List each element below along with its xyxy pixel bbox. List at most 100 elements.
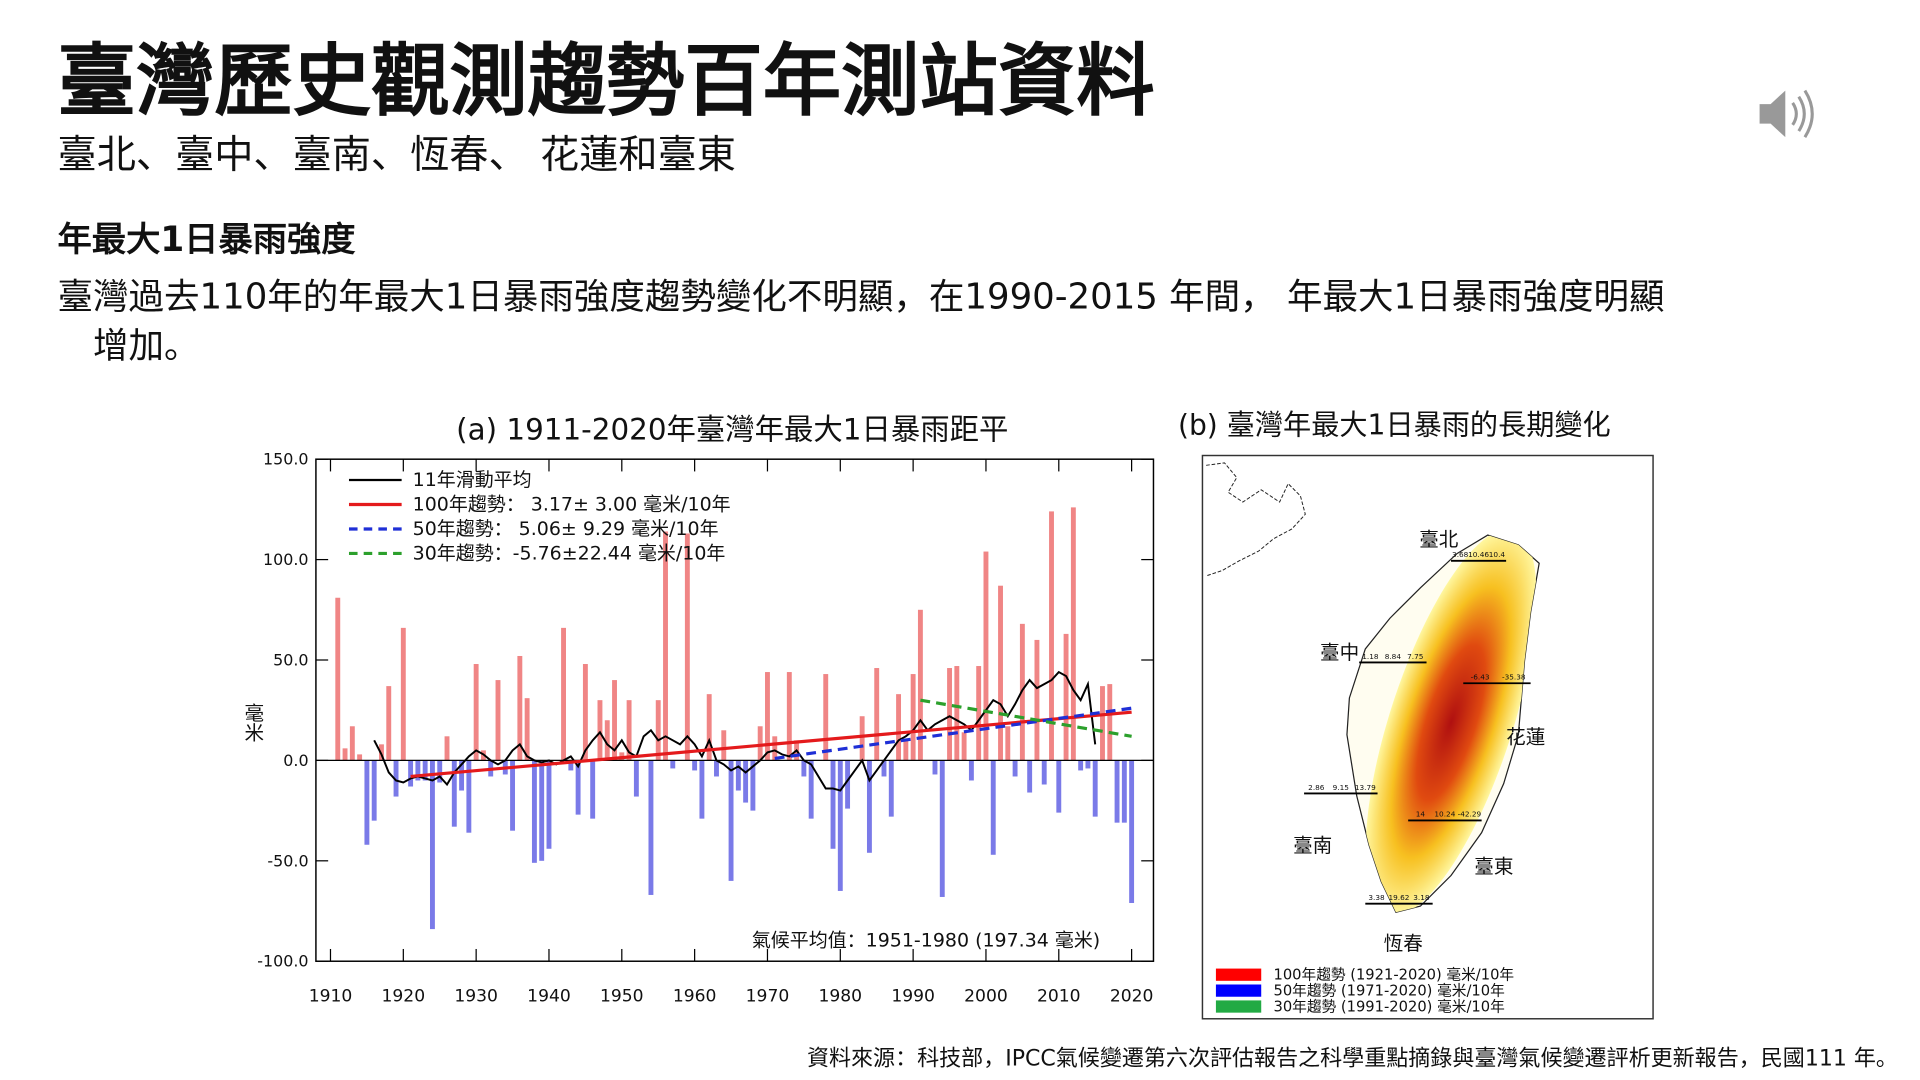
bar — [451, 760, 457, 827]
bar — [633, 760, 639, 797]
bar — [1063, 633, 1069, 761]
bar — [349, 726, 355, 761]
bar — [896, 694, 902, 761]
y-tick-label: -100.0 — [257, 952, 308, 971]
bar — [976, 666, 982, 761]
station-value: 10.4 — [1489, 550, 1506, 559]
legend-label: 30年趨勢 (1991-2020) 毫米/10年 — [1273, 997, 1505, 1015]
y-tick-label: 50.0 — [273, 651, 308, 670]
bar — [1005, 726, 1011, 761]
bar — [1107, 684, 1113, 761]
bar — [546, 760, 552, 849]
speaker-icon[interactable] — [1759, 89, 1814, 138]
map-title: (b) 臺灣年最大1日暴雨的長期變化 — [1178, 409, 1611, 442]
bar — [568, 760, 574, 771]
bar — [1056, 760, 1062, 813]
bar — [728, 760, 734, 881]
bar — [393, 760, 399, 797]
bar — [801, 760, 807, 777]
station-value: 2.86 — [1308, 783, 1325, 792]
bar — [561, 627, 566, 761]
bar — [961, 732, 967, 761]
x-tick-label: 2010 — [1037, 987, 1081, 1007]
y-tick-label: 150.0 — [263, 450, 309, 469]
bar — [1129, 760, 1135, 903]
station-label: 花蓮 — [1506, 725, 1545, 748]
bar — [539, 760, 545, 861]
y-tick-label: -50.0 — [267, 851, 308, 870]
bar — [386, 686, 392, 761]
bar — [444, 736, 450, 761]
station-label: 臺東 — [1474, 855, 1513, 878]
bar — [808, 760, 814, 819]
bar — [663, 531, 668, 761]
line-series — [410, 710, 1132, 779]
line-series — [920, 698, 1132, 738]
bar — [1100, 686, 1105, 761]
bar — [597, 700, 603, 761]
bar — [910, 674, 916, 761]
bar — [495, 680, 501, 761]
plot-frame — [315, 458, 1155, 962]
bar — [859, 716, 865, 761]
bar — [743, 760, 749, 803]
bar — [845, 760, 851, 809]
bar — [706, 694, 712, 761]
bar — [1034, 639, 1040, 761]
x-tick-label: 1980 — [819, 987, 863, 1007]
bar — [998, 585, 1003, 761]
heading: 年最大1日暴雨強度 — [58, 220, 357, 260]
bar — [1041, 760, 1047, 785]
bar — [1121, 760, 1127, 823]
station-label: 臺中 — [1320, 641, 1359, 664]
bar — [612, 680, 617, 761]
bar — [422, 760, 428, 781]
x-tick-label: 1940 — [527, 987, 571, 1007]
bar — [714, 760, 719, 777]
bar — [881, 760, 887, 777]
x-tick-label: 2000 — [964, 987, 1008, 1007]
station-value: 8.84 — [1385, 652, 1402, 661]
bar — [823, 674, 829, 761]
bar — [1114, 760, 1120, 823]
x-tick-label: 1960 — [673, 987, 717, 1007]
x-tick-label: 1990 — [891, 987, 935, 1007]
paragraph-line: 臺灣過去110年的年最大1日暴雨強度趨勢變化不明顯，在1990-2015 年間，… — [58, 277, 1665, 318]
chart-a: (a) 1911-2020年臺灣年最大1日暴雨距平 毫米 氣候平均值：1951-… — [230, 413, 1155, 1007]
bar — [1049, 511, 1054, 761]
station-value: 19.62 — [1388, 893, 1409, 902]
legend-label: 30年趨勢：-5.76±22.44 毫米/10年 — [413, 543, 726, 565]
bar — [415, 760, 421, 781]
bar — [364, 760, 370, 845]
bar — [721, 730, 727, 761]
bar — [459, 760, 465, 791]
bar — [342, 748, 348, 761]
bar — [408, 760, 414, 787]
bar — [604, 720, 610, 761]
station-value: 1.18 — [1362, 652, 1379, 661]
bar — [903, 740, 909, 761]
line-series — [774, 706, 1132, 760]
station-value: -6.43 — [1471, 673, 1490, 682]
station-value: 9.15 — [1333, 783, 1350, 792]
bar — [473, 664, 479, 761]
station-value: 7.75 — [1407, 652, 1424, 661]
bar — [357, 754, 363, 761]
legend-label: 50年趨勢 (1971-2020) 毫米/10年 — [1273, 982, 1505, 1000]
bar — [626, 700, 632, 761]
slide-title: 臺灣歷史觀測趨勢百年測站資料 — [58, 36, 1155, 127]
bar — [692, 760, 698, 771]
bar — [990, 760, 996, 855]
station-value: 14 — [1416, 810, 1426, 819]
bar — [531, 760, 537, 863]
bar — [917, 609, 923, 761]
annotation: 氣候平均值：1951-1980 (197.34 毫米) — [752, 930, 1100, 952]
bar — [888, 760, 894, 817]
legend-swatch — [1215, 968, 1262, 981]
y-axis-label: 毫米 — [241, 703, 264, 742]
subtitle: 臺北、臺中、臺南、恆春、 花蓮和臺東 — [58, 133, 736, 178]
bar — [400, 627, 406, 761]
bar — [466, 760, 472, 833]
bar — [1027, 760, 1033, 793]
bar — [983, 551, 989, 761]
